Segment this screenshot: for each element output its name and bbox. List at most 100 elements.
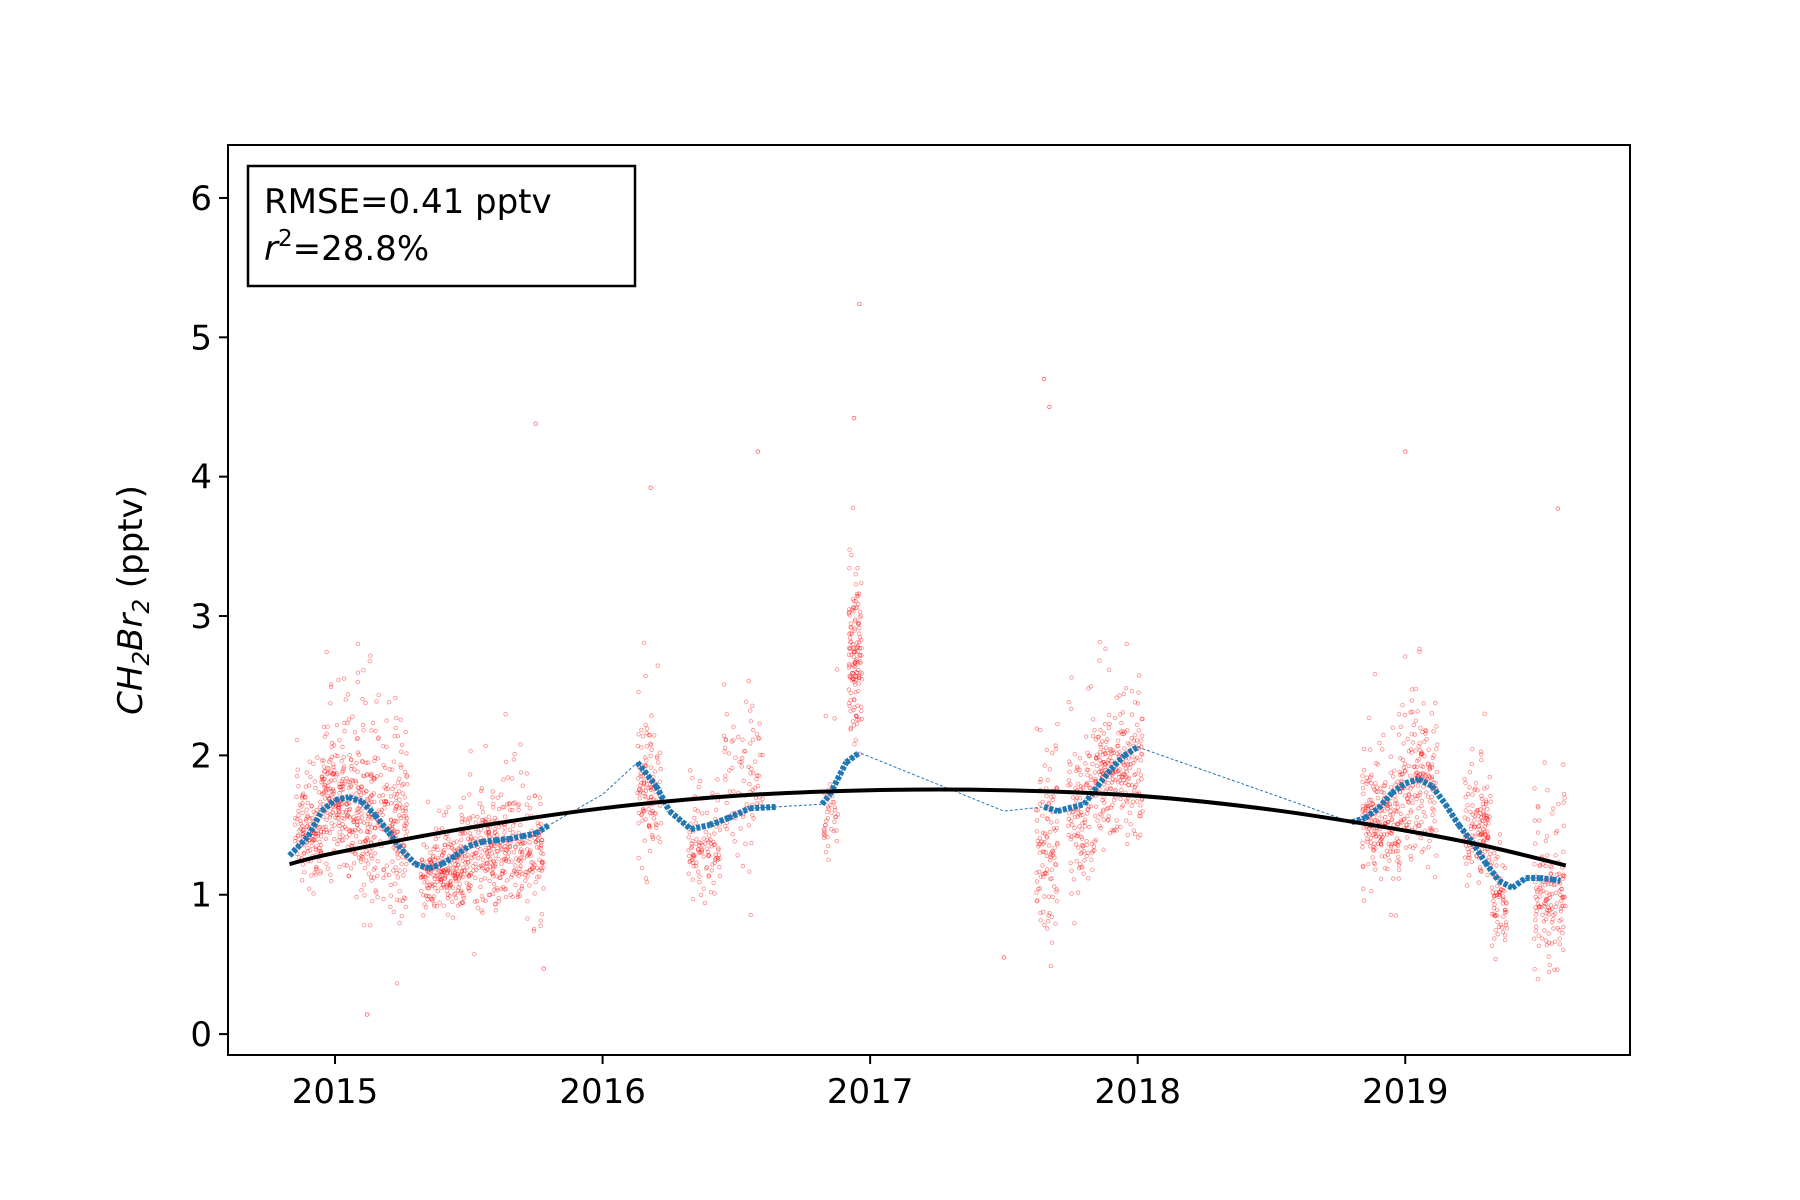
observation-point (505, 854, 511, 860)
observation-point (394, 897, 399, 902)
observation-point (384, 863, 389, 868)
observation-point (1533, 917, 1538, 923)
observation-point (1068, 837, 1073, 842)
observation-point (1045, 919, 1051, 924)
observation-point (365, 822, 370, 827)
observation-point (857, 717, 862, 722)
y-tick-label: 6 (190, 179, 212, 219)
observation-point (449, 845, 454, 851)
observation-point (1487, 814, 1492, 819)
observation-point (709, 844, 714, 849)
observation-point (367, 800, 372, 806)
observation-point (1366, 715, 1372, 720)
observation-point (757, 736, 762, 741)
observation-point (1496, 894, 1502, 899)
observation-point (1483, 801, 1489, 807)
observation-point (486, 830, 491, 835)
observation-point (434, 844, 439, 849)
observation-point (474, 850, 479, 855)
observation-point (326, 770, 331, 776)
observation-point (318, 843, 324, 848)
observation-point (317, 858, 322, 863)
observation-point (315, 831, 321, 836)
observation-point (1121, 771, 1127, 776)
observation-point (393, 695, 398, 701)
observation-point (1403, 845, 1409, 850)
observation-point (1040, 871, 1046, 877)
observation-point (1550, 811, 1555, 816)
observation-point (650, 836, 656, 842)
observation-point (1034, 899, 1040, 904)
model-segment (635, 760, 659, 788)
observation-point (398, 717, 403, 722)
observation-point (1041, 841, 1046, 847)
observation-point (1413, 686, 1418, 692)
observation-point (531, 929, 537, 934)
observation-point (1124, 798, 1129, 803)
observation-point (361, 882, 367, 887)
observation-point (1107, 721, 1112, 727)
observation-point (426, 870, 431, 875)
observation-point (1072, 832, 1077, 838)
observation-point (337, 834, 342, 839)
observation-point (1115, 743, 1121, 749)
observation-point (1477, 832, 1482, 837)
observation-point (491, 846, 496, 851)
observation-point (746, 678, 751, 684)
observation-point (513, 845, 518, 850)
observation-point (859, 716, 864, 722)
observation-point (1478, 832, 1484, 837)
observation-point (748, 771, 753, 776)
observation-point (476, 856, 481, 861)
observation-point (846, 610, 852, 615)
observation-point (363, 700, 368, 706)
observation-point (1472, 786, 1478, 791)
observation-point (1392, 768, 1397, 773)
observation-point (1549, 941, 1554, 946)
observation-point (1066, 699, 1071, 705)
observation-point (1117, 693, 1122, 698)
observation-point (1109, 772, 1115, 778)
observation-point (722, 749, 727, 754)
observation-point (292, 838, 298, 844)
observation-point (857, 615, 862, 620)
observation-point (1555, 925, 1560, 931)
observation-point (1088, 684, 1094, 689)
observation-point (469, 836, 474, 841)
observation-point (1502, 933, 1508, 938)
observation-point (503, 858, 509, 864)
observation-point (492, 902, 498, 907)
observation-point (1426, 774, 1432, 779)
observation-point (490, 891, 496, 897)
observation-point (1049, 876, 1054, 881)
observation-point (1086, 686, 1091, 691)
observation-point (300, 810, 305, 815)
observation-point (375, 756, 381, 761)
observation-point (1055, 840, 1060, 846)
observation-point (395, 733, 400, 739)
observation-point (432, 882, 437, 887)
observation-point (649, 787, 654, 793)
observation-point (1092, 779, 1098, 784)
observation-point (307, 848, 313, 853)
model-segment (372, 813, 391, 834)
observation-point (1482, 849, 1488, 854)
observation-point (486, 830, 491, 835)
observation-point (643, 788, 649, 794)
observation-point (722, 682, 727, 687)
observation-point (321, 777, 326, 782)
observation-point (1034, 870, 1039, 875)
observation-point (1128, 822, 1133, 827)
observation-point (458, 844, 463, 849)
observation-point (311, 809, 316, 814)
observation-point (456, 877, 461, 882)
observation-point (1469, 761, 1475, 767)
observation-point (1382, 866, 1388, 871)
observation-point (1398, 756, 1403, 761)
observation-point (1480, 830, 1485, 836)
observation-point (494, 874, 500, 879)
observation-point (399, 742, 405, 748)
observation-point (395, 780, 401, 785)
observation-point (387, 872, 392, 878)
observation-point (658, 821, 664, 826)
